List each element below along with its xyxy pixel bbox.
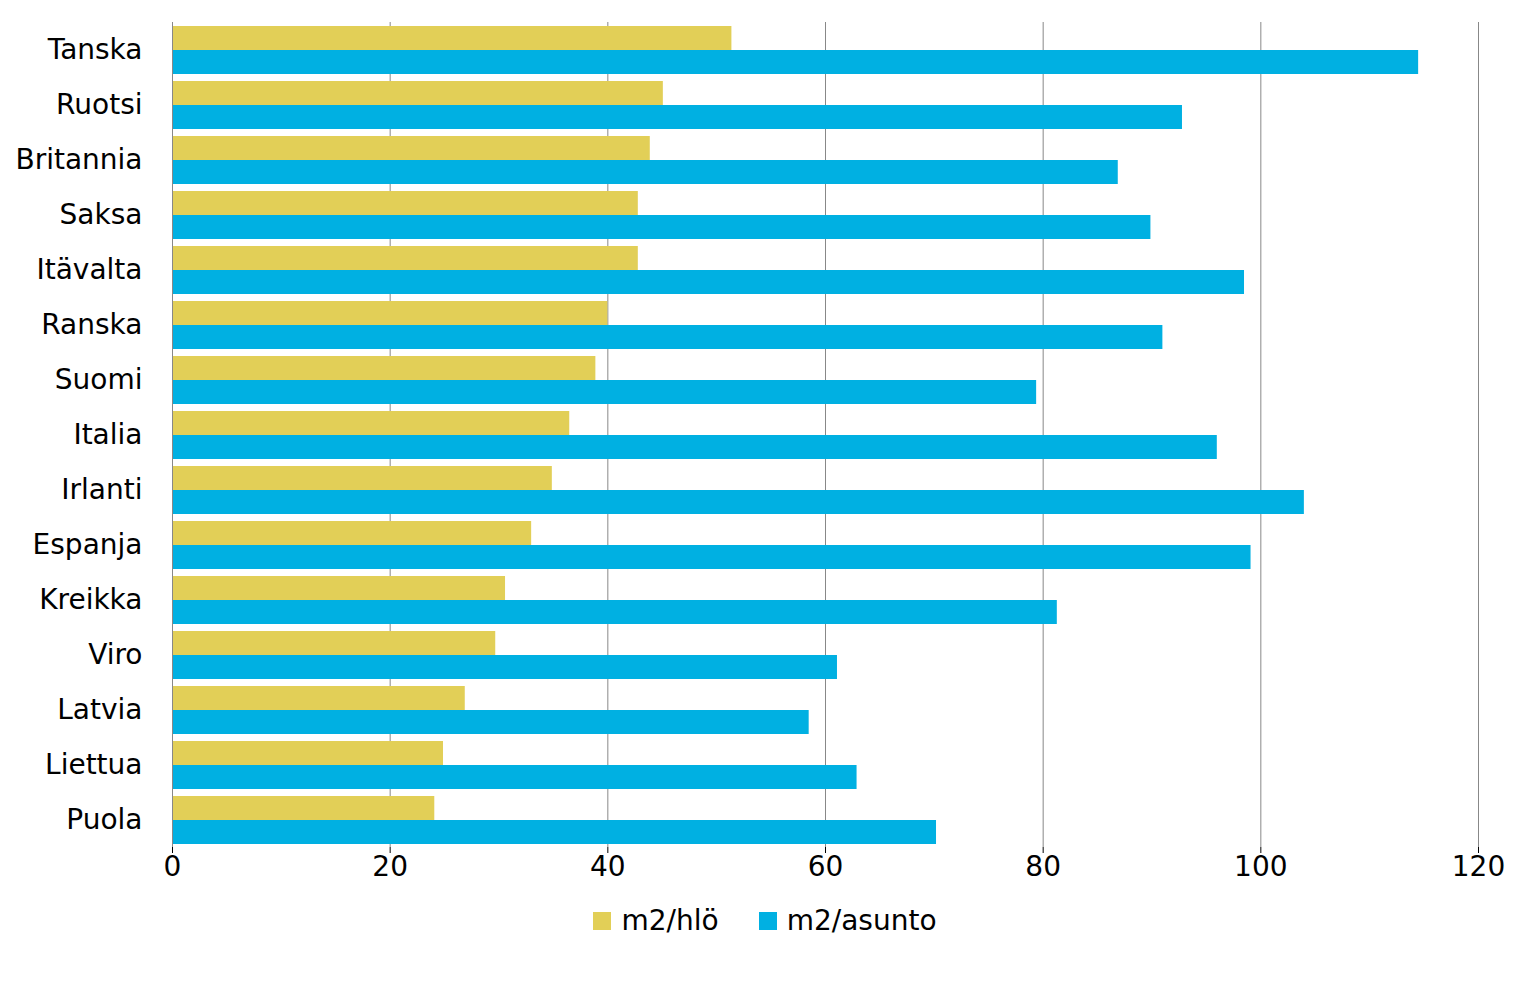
html-text:m2/asunto: m2/asunto <box>786 904 937 937</box>
svg-text:20: 20 <box>372 850 408 883</box>
svg-text:Puola: Puola <box>66 803 142 836</box>
svg-text:Tanska: Tanska <box>47 33 143 66</box>
svg-text:Britannia: Britannia <box>15 143 142 176</box>
svg-text:100: 100 <box>1234 850 1287 883</box>
svg-text:Kreikka: Kreikka <box>39 583 142 616</box>
svg-text:80: 80 <box>1025 850 1061 883</box>
svg-text:Suomi: Suomi <box>55 363 143 396</box>
svg-text:120: 120 <box>1452 850 1505 883</box>
svg-text:0: 0 <box>164 850 182 883</box>
svg-text:Irlanti: Irlanti <box>61 473 142 506</box>
svg-text:Liettua: Liettua <box>45 748 142 781</box>
svg-text:Ruotsi: Ruotsi <box>56 88 142 121</box>
svg-text:40: 40 <box>590 850 626 883</box>
svg-text:Itävalta: Itävalta <box>36 253 142 286</box>
svg-text:Latvia: Latvia <box>57 693 142 726</box>
svg-text:Ranska: Ranska <box>41 308 142 341</box>
svg-text:Saksa: Saksa <box>60 198 143 231</box>
svg-text:Viro: Viro <box>88 638 142 671</box>
svg-text:60: 60 <box>808 850 844 883</box>
html-text:m2/hlö: m2/hlö <box>621 904 719 937</box>
svg-text:Italia: Italia <box>73 418 142 451</box>
svg-text:Espanja: Espanja <box>33 528 143 561</box>
